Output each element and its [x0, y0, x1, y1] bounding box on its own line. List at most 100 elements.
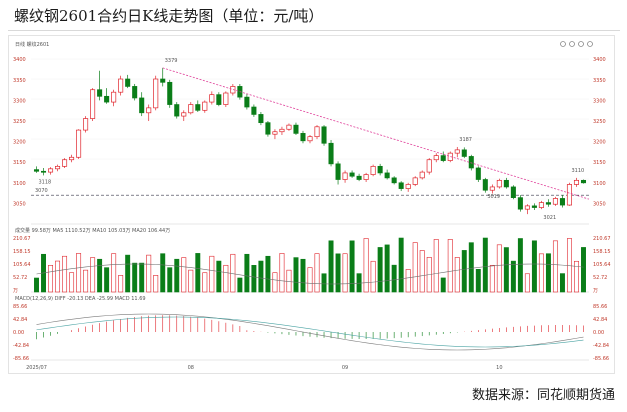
- candle-body: [202, 101, 208, 111]
- volume-bar: [195, 253, 201, 293]
- candle-body: [33, 169, 40, 172]
- volume-legend: 成交量 99.58万 MA5 1110.52万 MA10 105.03万 MA2…: [15, 227, 170, 234]
- volume-bar: [398, 237, 404, 293]
- volume-bar: [286, 269, 292, 293]
- volume-bar: [433, 239, 439, 293]
- volume-bar: [461, 250, 467, 293]
- volume-bar: [377, 247, 383, 293]
- candle-body: [209, 94, 215, 103]
- price-annotation: 3187: [459, 137, 472, 143]
- volume-bar: [321, 273, 327, 293]
- volume-bar: [279, 253, 285, 293]
- candle-body: [468, 156, 474, 169]
- candle-body: [405, 184, 411, 189]
- candle-body: [111, 91, 117, 103]
- minus-icon[interactable]: [569, 41, 575, 47]
- volume-tick-left: 万: [13, 288, 18, 294]
- volume-bar: [412, 242, 418, 293]
- volume-bar: [153, 275, 159, 293]
- candle-body: [146, 107, 152, 114]
- candle-body: [76, 129, 82, 158]
- price-tick-right: 3300: [593, 98, 606, 104]
- candle-body: [181, 112, 187, 117]
- candle-body: [531, 205, 537, 208]
- volume-bar: [125, 254, 131, 293]
- volume-bar: [405, 269, 411, 293]
- volume-bar: [76, 253, 82, 293]
- volume-bar: [510, 260, 516, 293]
- candle-body: [118, 78, 124, 93]
- macd-tick-left: 42.84: [13, 317, 27, 323]
- volume-bar: [90, 257, 96, 293]
- candle-body: [398, 182, 404, 189]
- candle-body: [566, 184, 572, 206]
- candle-body: [412, 177, 418, 185]
- volume-bar: [475, 269, 481, 293]
- fullscreen-icon[interactable]: [587, 41, 593, 47]
- price-tick-left: 3250: [13, 119, 26, 125]
- candle-body: [524, 205, 530, 210]
- volume-bar: [363, 238, 369, 293]
- volume-bar: [48, 264, 54, 293]
- volume-bar: [503, 247, 509, 293]
- settings-icon-shape: [560, 41, 566, 47]
- volume-bar: [104, 267, 110, 293]
- volume-bar: [97, 258, 103, 293]
- candle-body: [454, 149, 460, 154]
- volume-bar: [328, 240, 334, 293]
- volume-bar: [111, 253, 117, 293]
- candle-body: [370, 165, 376, 175]
- macd-tick-right: 85.66: [593, 304, 607, 310]
- source-note: 数据来源：同花顺期货通: [471, 388, 615, 403]
- candle-body: [286, 124, 292, 130]
- volume-bar: [300, 258, 306, 293]
- macd-tick-right: 0.00: [593, 330, 604, 336]
- macd-tick-left: 85.66: [13, 304, 27, 310]
- volume-bar: [132, 262, 138, 293]
- volume-ma-line: [36, 263, 584, 285]
- candle-body: [251, 106, 257, 115]
- macd-tick-right: -42.84: [593, 343, 609, 349]
- volume-bar: [118, 275, 124, 293]
- fullscreen-icon-shape: [587, 41, 593, 47]
- volume-bar: [258, 260, 264, 293]
- chart-title: 螺纹钢2601合约日K线走势图（单位：元/吨）: [14, 7, 324, 25]
- volume-bar: [447, 239, 453, 293]
- volume-bar: [454, 257, 460, 293]
- ref-line-label: 3070: [35, 188, 48, 194]
- price-annotation: 3019: [487, 194, 500, 200]
- macd-legend: MACD(12,26,9) DIFF -20.13 DEA -25.99 MAC…: [15, 296, 146, 302]
- volume-tick-right: 105.64: [593, 262, 611, 268]
- volume-bar: [482, 237, 488, 293]
- candle-body: [174, 104, 180, 117]
- candle-body: [580, 179, 587, 184]
- candle-body: [314, 126, 320, 138]
- volume-bar: [307, 267, 313, 293]
- volume-bar: [349, 240, 355, 293]
- volume-bar: [181, 257, 187, 293]
- volume-bar: [391, 264, 397, 293]
- volume-bar: [188, 269, 194, 293]
- candle-body: [258, 114, 264, 124]
- kline-chart[interactable]: 日线 螺纹2601 3400 3400 3350 3350 3300 3300 3250 32…: [9, 36, 614, 373]
- volume-bar: [146, 254, 152, 293]
- plus-icon[interactable]: [578, 41, 584, 47]
- candle-body: [62, 159, 68, 167]
- candle-body: [195, 104, 201, 111]
- price-tick-right: 3150: [593, 160, 606, 166]
- volume-tick-right: 210.67: [593, 236, 611, 242]
- settings-icon[interactable]: [560, 41, 566, 47]
- volume-bar: [237, 277, 243, 293]
- chart-frame[interactable]: 日线 螺纹2601 3400 3400 3350 3350 3300 3300 3250 32…: [8, 35, 615, 374]
- candle-body: [342, 172, 348, 180]
- candle-body: [461, 149, 467, 157]
- price-tick-left: 3150: [13, 160, 26, 166]
- volume-bar: [244, 253, 250, 293]
- volume-bar: [581, 247, 586, 293]
- candle-body: [545, 202, 551, 205]
- volume-bar: [370, 260, 376, 293]
- candle-body: [132, 86, 138, 99]
- volume-bar: [419, 250, 425, 293]
- candle-body: [55, 165, 61, 170]
- plus-icon-shape: [578, 41, 584, 47]
